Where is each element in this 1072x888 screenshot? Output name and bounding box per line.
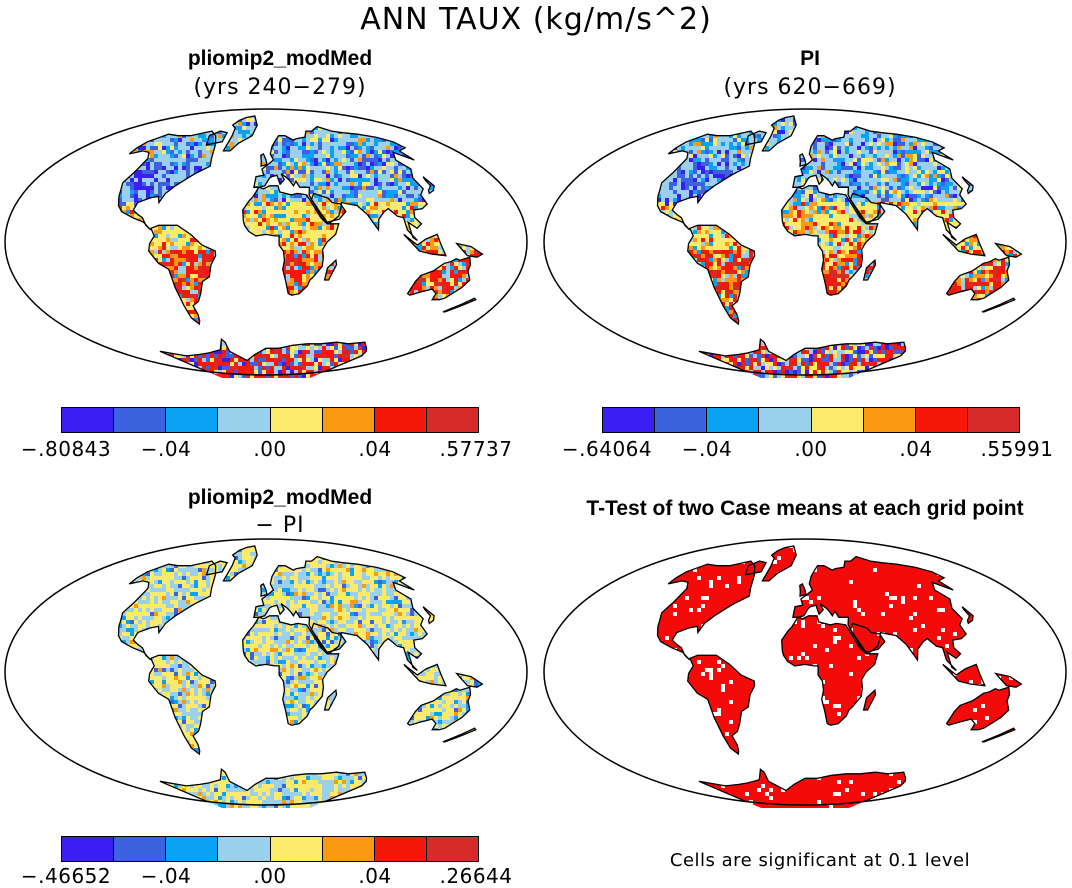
colorbar-swatch: [271, 837, 323, 861]
panel1-title: pliomip2_modMed: [30, 47, 530, 71]
ocean: [5, 109, 527, 375]
colorbar-swatch: [812, 408, 864, 432]
map-pi: [541, 106, 1069, 378]
ocean: [544, 109, 1066, 375]
panel1-subtitle: (yrs 240−279): [30, 75, 530, 100]
map-pliomip2: [2, 106, 530, 378]
colorbar-swatch: [707, 408, 759, 432]
colorbar1-min-label: −.80843: [21, 437, 111, 461]
figure-title: ANN TAUX (kg/m/s^2): [0, 2, 1072, 37]
colorbar-swatch: [375, 837, 427, 861]
colorbar2-tick-label: .00: [794, 437, 827, 461]
colorbar-swatch: [968, 408, 1019, 432]
significance-note: Cells are significant at 0.1 level: [560, 850, 1072, 871]
colorbar3-max-label: .26644: [440, 864, 513, 888]
colorbar1-tick-label: .04: [358, 437, 391, 461]
colorbar2-tick-label: .04: [899, 437, 932, 461]
colorbar3-tick-label: .04: [358, 864, 391, 888]
colorbar1-tick-label: −.04: [141, 437, 192, 461]
panel3-subtitle: − PI: [30, 513, 530, 538]
colorbar-swatch: [218, 837, 270, 861]
panel2-title: PI: [560, 47, 1060, 71]
map-difference: [2, 536, 530, 808]
colorbar-swatch: [62, 837, 114, 861]
colorbar-swatch: [864, 408, 916, 432]
colorbar2-max-label: .55991: [981, 437, 1054, 461]
colorbar2-tick-label: −.04: [682, 437, 733, 461]
panel3-title: pliomip2_modMed: [30, 486, 530, 510]
colorbar3-tick-label: −.04: [141, 864, 192, 888]
colorbar-difference: [61, 836, 479, 862]
colorbar3-tick-label: .00: [253, 864, 286, 888]
colorbar-swatch: [218, 408, 270, 432]
colorbar-swatch: [271, 408, 323, 432]
colorbar3-min-label: −.46652: [21, 864, 111, 888]
colorbar-swatch: [114, 837, 166, 861]
colorbar-swatch: [323, 837, 375, 861]
colorbar-pliomip2: [61, 407, 479, 433]
colorbar-swatch: [375, 408, 427, 432]
colorbar2-min-label: −.64064: [562, 437, 652, 461]
colorbar1-tick-label: .00: [253, 437, 286, 461]
colorbar-swatch: [166, 837, 218, 861]
colorbar-pi: [602, 407, 1020, 433]
panel4-title: T-Test of two Case means at each grid po…: [540, 497, 1070, 521]
colorbar-swatch: [323, 408, 375, 432]
map-ttest: [541, 536, 1069, 808]
colorbar-swatch: [916, 408, 968, 432]
colorbar1-max-label: .57737: [440, 437, 513, 461]
colorbar-swatch: [427, 408, 478, 432]
colorbar-swatch: [603, 408, 655, 432]
colorbar-swatch: [655, 408, 707, 432]
colorbar-swatch: [114, 408, 166, 432]
colorbar-swatch: [759, 408, 811, 432]
colorbar-swatch: [427, 837, 478, 861]
panel2-subtitle: (yrs 620−669): [560, 75, 1060, 100]
colorbar-swatch: [62, 408, 114, 432]
ocean: [544, 539, 1066, 805]
colorbar-swatch: [166, 408, 218, 432]
ocean: [5, 539, 527, 805]
